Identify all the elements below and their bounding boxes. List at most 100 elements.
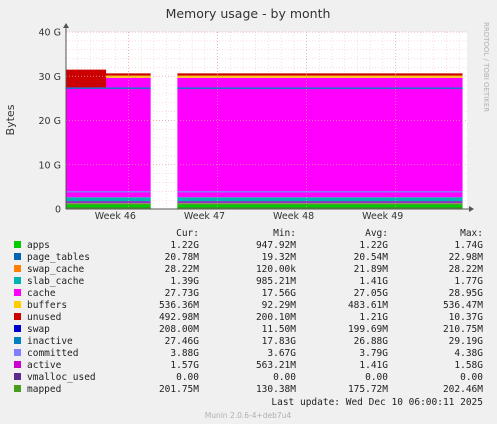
- x-axis-arrow: [469, 206, 474, 212]
- legend-name-page_tables: page_tables: [27, 252, 90, 263]
- legend-swatch-swap: [14, 325, 21, 332]
- legend-avg-active: 1.41G: [359, 360, 388, 371]
- legend-max-page_tables: 22.98M: [449, 252, 484, 263]
- y-tick-label: 0: [55, 205, 61, 216]
- legend-avg-cache: 27.05G: [354, 288, 389, 299]
- legend-max-committed: 4.38G: [454, 348, 483, 359]
- legend-swatch-slab_cache: [14, 277, 21, 284]
- area-cache: [66, 77, 151, 198]
- legend-name-unused: unused: [27, 312, 61, 323]
- area-slab_cache: [66, 197, 151, 204]
- legend-max-swap_cache: 28.22M: [449, 264, 484, 275]
- x-tick-label: Week 46: [95, 211, 136, 222]
- chart-title: Memory usage - by month: [166, 6, 331, 21]
- legend-cur-swap: 208.00M: [159, 324, 199, 335]
- area-apps: [66, 203, 151, 209]
- legend-max-swap: 210.75M: [443, 324, 483, 335]
- legend-min-swap_cache: 120.00k: [256, 264, 296, 275]
- y-axis-label: Bytes: [4, 104, 17, 135]
- legend-min-buffers: 92.29M: [262, 300, 297, 311]
- legend-max-cache: 28.95G: [449, 288, 484, 299]
- legend-swatch-committed: [14, 349, 21, 356]
- legend-avg-vmalloc_used: 0.00: [365, 372, 388, 383]
- legend-avg-mapped: 175.72M: [348, 384, 388, 395]
- legend-cur-unused: 492.98M: [159, 312, 199, 323]
- legend-name-swap: swap: [27, 324, 50, 335]
- legend-avg-committed: 3.79G: [359, 348, 388, 359]
- y-tick-label: 20 G: [39, 116, 61, 127]
- legend-cur-cache: 27.73G: [165, 288, 200, 299]
- legend-cur-swap_cache: 28.22M: [165, 264, 200, 275]
- legend-avg-buffers: 483.61M: [348, 300, 388, 311]
- y-tick-label: 40 G: [39, 28, 61, 39]
- legend-min-unused: 200.10M: [256, 312, 296, 323]
- legend-avg-swap: 199.69M: [348, 324, 388, 335]
- legend-name-buffers: buffers: [27, 300, 67, 311]
- legend-cur-active: 1.57G: [170, 360, 199, 371]
- rrdtool-credit: RRDTOOL / TOBI OETIKER: [482, 22, 490, 112]
- legend-column-header: Cur:: [176, 228, 199, 239]
- legend-column-header: Min:: [273, 228, 296, 239]
- legend-name-cache: cache: [27, 288, 56, 299]
- legend-swatch-inactive: [14, 337, 21, 344]
- legend-name-swap_cache: swap_cache: [27, 264, 84, 275]
- area-apps: [177, 203, 463, 209]
- x-tick-label: Week 49: [362, 211, 403, 222]
- legend-avg-slab_cache: 1.41G: [359, 276, 388, 287]
- x-tick-label: Week 47: [184, 211, 225, 222]
- area-swap_cache: [177, 203, 463, 205]
- area-unused-peak: [66, 69, 107, 88]
- y-tick-label: 30 G: [39, 72, 61, 83]
- legend-min-mapped: 130.38M: [256, 384, 296, 395]
- legend: Cur: Min: Avg: Max: apps 1.22G 947.92M 1.22G 1.7…: [14, 228, 483, 395]
- y-axis-arrow: [63, 23, 69, 28]
- legend-cur-apps: 1.22G: [170, 240, 199, 251]
- area-cache: [177, 77, 463, 198]
- legend-swatch-apps: [14, 241, 21, 248]
- x-tick-label: Week 48: [273, 211, 314, 222]
- area-unused: [177, 73, 463, 76]
- munin-version: Munin 2.0.6-4+deb7u4: [205, 411, 292, 420]
- area-buffers: [66, 75, 151, 78]
- legend-min-swap: 11.50M: [262, 324, 297, 335]
- legend-min-inactive: 17.83G: [262, 336, 297, 347]
- legend-cur-mapped: 201.75M: [159, 384, 199, 395]
- legend-avg-inactive: 26.88G: [354, 336, 389, 347]
- legend-cur-page_tables: 20.78M: [165, 252, 200, 263]
- legend-min-slab_cache: 985.21M: [256, 276, 296, 287]
- legend-name-mapped: mapped: [27, 384, 61, 395]
- area-swap_cache: [66, 203, 151, 205]
- legend-min-cache: 17.56G: [262, 288, 297, 299]
- area-buffers: [177, 75, 463, 78]
- legend-cur-committed: 3.88G: [170, 348, 199, 359]
- legend-name-apps: apps: [27, 240, 50, 251]
- legend-max-apps: 1.74G: [454, 240, 483, 251]
- legend-max-vmalloc_used: 0.00: [460, 372, 483, 383]
- legend-name-slab_cache: slab_cache: [27, 276, 84, 287]
- legend-swatch-mapped: [14, 385, 21, 392]
- legend-min-apps: 947.92M: [256, 240, 296, 251]
- area-slab_cache: [177, 197, 463, 204]
- legend-cur-inactive: 27.46G: [165, 336, 200, 347]
- legend-max-slab_cache: 1.77G: [454, 276, 483, 287]
- legend-cur-slab_cache: 1.39G: [170, 276, 199, 287]
- legend-max-mapped: 202.46M: [443, 384, 483, 395]
- legend-avg-unused: 1.21G: [359, 312, 388, 323]
- y-tick-label: 10 G: [39, 160, 61, 171]
- legend-swatch-active: [14, 361, 21, 368]
- area-unused: [66, 73, 151, 76]
- legend-name-committed: committed: [27, 348, 78, 359]
- legend-swatch-cache: [14, 289, 21, 296]
- legend-min-committed: 3.67G: [267, 348, 296, 359]
- legend-name-active: active: [27, 360, 62, 371]
- legend-cur-buffers: 536.36M: [159, 300, 199, 311]
- legend-max-unused: 10.37G: [449, 312, 484, 323]
- legend-cur-vmalloc_used: 0.00: [176, 372, 199, 383]
- last-update: Last update: Wed Dec 10 06:00:11 2025: [271, 397, 483, 408]
- legend-swatch-unused: [14, 313, 21, 320]
- legend-name-inactive: inactive: [27, 336, 73, 347]
- legend-swatch-swap_cache: [14, 265, 21, 272]
- legend-avg-apps: 1.22G: [359, 240, 388, 251]
